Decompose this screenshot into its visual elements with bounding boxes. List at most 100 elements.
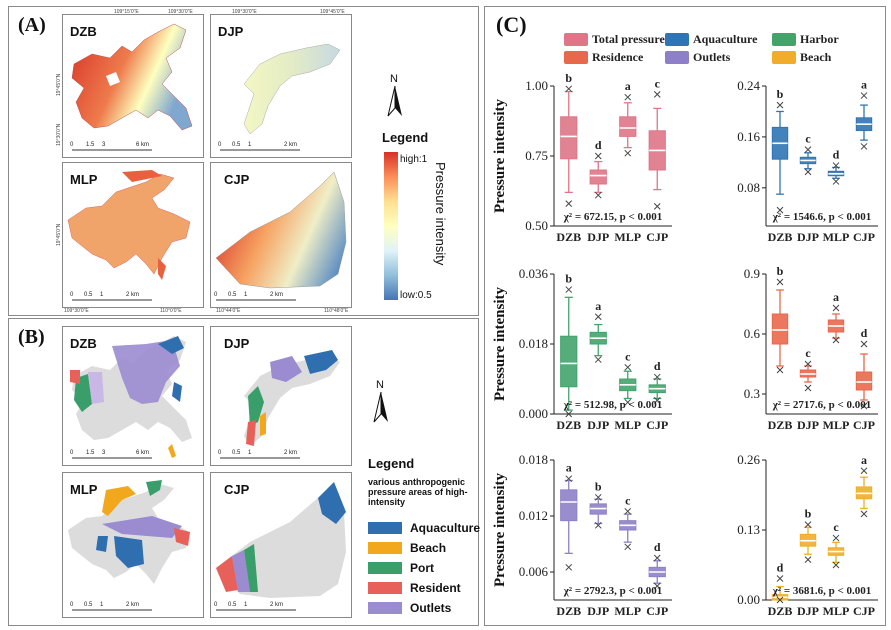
svg-text:1: 1 [248, 142, 252, 148]
extreme-min-marker [565, 410, 573, 418]
panel-a-legend-title: Legend [382, 130, 429, 145]
map-a-mlp: MLP 0 0.5 1 2 km [62, 162, 204, 308]
map-b-cjp-name: CJP [224, 482, 250, 497]
extreme-max-marker [776, 575, 784, 582]
panel-a-label: (A) [18, 14, 46, 36]
y-axis-label: Pressure intensity [492, 98, 508, 213]
x-tick-label: DZB [768, 230, 793, 244]
svg-text:0: 0 [218, 450, 222, 456]
y-tick-label: 0.13 [737, 522, 760, 537]
stat-annotation: χ² = 1546.6, p < 0.001 [772, 211, 872, 223]
map-a-coords: 109°15'0"E 109°30'0"E 109°30'0"E 109°45'… [56, 9, 349, 314]
legend-c-label: Residence [592, 50, 644, 64]
boxplot-grid: 0.50 0.75 1.00 Pressure intensity DZB b DJP d ML… [492, 71, 878, 618]
extreme-min-marker [776, 206, 784, 214]
panel-b-legend-title: Legend [368, 456, 415, 471]
extreme-min-marker [776, 596, 784, 604]
extreme-min-marker [653, 582, 661, 590]
y-tick-label: 0.9 [744, 266, 760, 281]
extreme-max-marker [653, 91, 661, 98]
extreme-min-marker [653, 397, 661, 404]
x-tick-label: DJP [797, 418, 819, 432]
x-tick-label: MLP [614, 230, 641, 244]
legend-c-label: Total pressure [592, 32, 665, 46]
extreme-max-marker [653, 373, 661, 381]
svg-text:0.5: 0.5 [228, 602, 237, 608]
legend-b-item-beach: Beach [368, 538, 480, 558]
extreme-max-marker [624, 507, 632, 515]
legend-c-swatch [665, 51, 689, 64]
y-tick-label: 0.26 [737, 452, 760, 467]
y-tick-label: 0.012 [519, 508, 548, 523]
map-b-cjp-scale: 0 0.5 1 2 km [214, 602, 296, 611]
svg-text:N: N [376, 379, 384, 391]
boxplot-3: 0.000 0.018 0.036 Pressure intensity DZB b DJP… [492, 266, 672, 432]
y-axis-label: Pressure intensity [492, 472, 508, 587]
extreme-max-marker [860, 467, 868, 475]
x-tick-label: MLP [823, 418, 850, 432]
x-tick-label: CJP [853, 230, 875, 244]
legend-c-item-total-pressure: Total pressure [564, 32, 665, 47]
x-tick-label: CJP [646, 418, 668, 432]
svg-text:109°30'0"E: 109°30'0"E [232, 9, 257, 15]
box [855, 371, 873, 391]
boxplot-2: 0.08 0.16 0.24 DZB b DJP c MLP d CJP a χ² = 1546.6,… [737, 78, 878, 244]
extreme-max-marker [624, 363, 632, 371]
map-a-dzb: DZB 0 1.5 3 6 km [62, 14, 204, 158]
extreme-max-marker [565, 286, 573, 293]
y-tick-label: 0.036 [519, 266, 549, 281]
map-b-djp-name: DJP [224, 336, 250, 351]
map-a-cjp-scale: 0 0.5 1 2 km [214, 292, 296, 301]
legend-b-swatch [368, 582, 402, 594]
x-tick-label: DZB [556, 604, 581, 618]
y-tick-label: 0.16 [737, 129, 760, 144]
svg-text:109°45'0"E: 109°45'0"E [320, 9, 345, 15]
extreme-max-marker [776, 101, 784, 109]
svg-text:1: 1 [244, 602, 248, 608]
extreme-max-marker [624, 93, 632, 101]
legend-b-label: Aquaculture [410, 521, 481, 535]
legend-c-item-aquaculture: Aquaculture [665, 32, 757, 47]
significance-letter: d [654, 359, 661, 373]
significance-letter: a [566, 461, 572, 475]
boxplot-6: 0.00 0.13 0.26 DZB d DJP b MLP c CJP a χ² = 3681.6,… [737, 452, 878, 618]
legend-b-item-outlets: Outlets [368, 598, 480, 618]
legend-b-swatch [368, 542, 402, 554]
boxplot-4: 0.3 0.6 0.9 DZB b DJP c MLP a CJP d χ² = 2717.6, p … [744, 264, 878, 432]
significance-letter: d [777, 560, 784, 574]
x-tick-label: CJP [853, 604, 875, 618]
svg-text:19°45'0"N: 19°45'0"N [56, 223, 62, 246]
svg-text:6 km: 6 km [136, 450, 149, 456]
extreme-max-marker [594, 493, 602, 501]
box [771, 313, 789, 345]
svg-text:2 km: 2 km [284, 450, 297, 456]
svg-text:0: 0 [70, 292, 74, 298]
extreme-min-marker [565, 563, 573, 571]
extreme-max-marker [804, 521, 812, 528]
y-tick-label: 0.6 [744, 326, 761, 341]
colorbar-low-label: low:0.5 [400, 290, 432, 301]
svg-text:110°48'0"E: 110°48'0"E [324, 308, 349, 314]
extreme-min-marker [624, 543, 632, 551]
legend-b-label: Outlets [410, 601, 452, 615]
y-tick-label: 0.75 [525, 148, 548, 163]
legend-b-item-port: Port [368, 558, 480, 578]
svg-text:0.5: 0.5 [84, 292, 93, 298]
legend-c-swatch [772, 51, 796, 64]
legend-c-label: Harbor [800, 32, 839, 46]
extreme-min-marker [804, 168, 812, 176]
stat-annotation: χ² = 672.15, p < 0.001 [563, 211, 663, 223]
y-axis-label: Pressure intensity [492, 286, 508, 401]
extreme-min-marker [624, 398, 632, 406]
significance-letter: a [625, 79, 631, 93]
significance-letter: a [595, 299, 601, 313]
legend-c-swatch [564, 51, 588, 64]
panel-c [484, 6, 886, 626]
map-a-mlp-name: MLP [70, 172, 98, 187]
box [560, 116, 578, 160]
extreme-min-marker [565, 200, 573, 207]
legend-b-swatch [368, 602, 402, 614]
svg-text:109°30'0"E: 109°30'0"E [64, 308, 89, 314]
svg-text:1: 1 [100, 292, 104, 298]
extreme-min-marker [776, 366, 784, 374]
